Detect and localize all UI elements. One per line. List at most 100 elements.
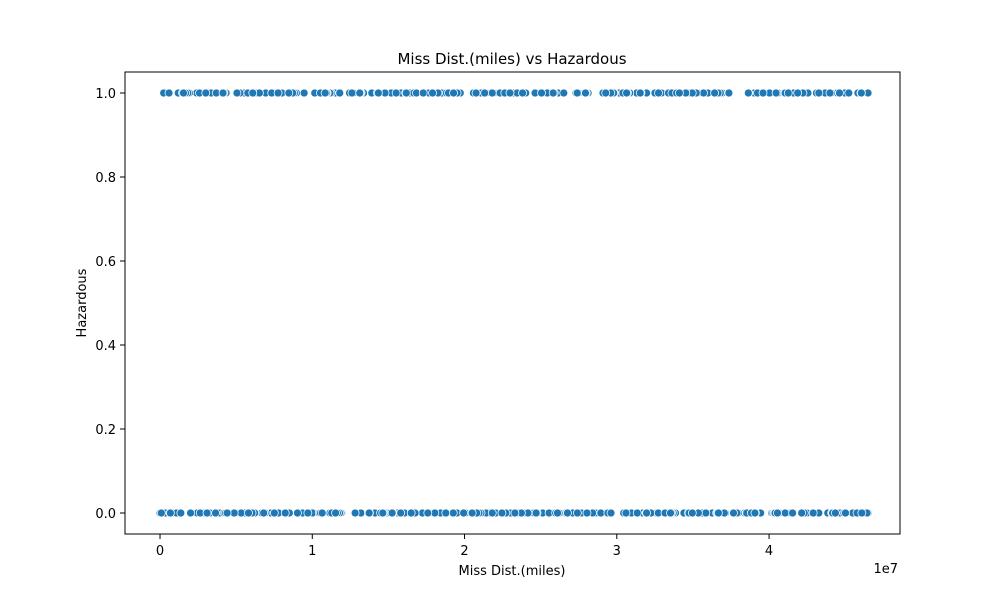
scatter-point [548,88,558,98]
x-tick-label: 3 [613,544,621,559]
scatter-point [563,508,572,518]
scatter-point [601,88,611,98]
scatter-point [831,508,840,518]
scatter-point [699,88,708,98]
scatter-point [606,508,616,518]
scatter-point [582,508,592,518]
scatter-point [783,88,793,98]
scatter-point [350,508,360,518]
x-tick-label: 4 [765,544,773,559]
scatter-point [269,508,279,518]
scatter-point [808,508,818,518]
scatter-point [201,88,211,98]
scatter-point [773,508,782,518]
scatter-point [373,88,383,98]
scatter-point [814,88,824,98]
scatter-point [441,508,451,518]
scatter-point [687,508,697,518]
scatter-point [841,508,850,518]
scatter-point [364,508,374,518]
scatter-point [793,88,803,98]
y-axis: 0.0 0.2 0.4 0.6 0.8 1.0 [95,87,125,522]
scatter-point [642,508,651,518]
scatter-point [480,88,490,98]
scatter-point [581,88,590,98]
scatter-point [299,88,309,98]
scatter-point [635,88,645,98]
scatter-point [423,508,433,518]
y-tick-label: 0.2 [95,423,116,438]
scatter-point [259,508,269,518]
scatter-point [280,508,290,518]
scatter-point [621,508,631,518]
x-scale-offset-label: 1e7 [873,562,898,577]
x-axis: 0 1 2 3 4 [156,534,773,559]
scatter-point [714,508,723,518]
scatter-point [844,88,854,98]
scatter-point [378,508,388,518]
scatter-point [244,508,253,518]
x-tick-label: 1 [308,544,316,559]
scatter-point [729,508,738,518]
scatter-point [273,88,283,98]
scatter-point [428,88,437,98]
scatter-point [487,88,497,98]
plot-area [155,88,873,518]
scatter-point [248,88,258,98]
scatter-point [572,88,582,98]
scatter-point [406,508,416,518]
scatter-point [176,508,186,518]
scatter-point [331,508,340,518]
scatter-point [750,508,760,518]
scatter-point [505,88,515,98]
chart-title: Miss Dist.(miles) vs Hazardous [397,50,626,68]
scatter-point [211,508,220,518]
y-tick-label: 1.0 [95,87,116,102]
scatter-point [448,508,458,518]
scatter-point [335,88,345,98]
scatter-point [724,88,734,98]
scatter-point [396,508,406,518]
scatter-point [165,508,175,518]
scatter-point [156,508,166,518]
scatter-point [675,88,684,98]
plot-frame [124,71,901,535]
scatter-point [622,88,631,98]
scatter-point [449,88,458,98]
scatter-point [743,88,753,98]
y-tick-label: 0.0 [95,507,116,522]
scatter-point [164,88,174,98]
y-tick-label: 0.6 [95,255,116,270]
scatter-point [559,88,569,98]
scatter-point [179,88,188,98]
scatter-point [701,508,711,518]
scatter-point [459,508,469,518]
scatter-point [467,508,477,518]
scatter-point [797,508,807,518]
scatter-point [510,508,520,518]
scatter-point [788,508,797,518]
scatter-point [284,88,294,98]
scatter-point [553,508,562,518]
scatter-point [222,508,232,518]
scatter-point [232,88,242,98]
scatter-point [471,88,481,98]
y-axis-title: Hazardous [75,268,90,337]
scatter-point [531,508,541,518]
scatter-point [632,508,642,518]
scatter-point [835,88,844,98]
scatter-point [825,88,835,98]
scatter-point [780,508,790,518]
scatter-point [666,508,675,518]
scatter-point [387,508,397,518]
scatter-point [758,88,768,98]
scatter-point [497,508,507,518]
y-tick-label: 0.8 [95,171,116,186]
y-tick-label: 0.4 [95,339,116,354]
scatter-point [573,508,582,518]
scatter-point [710,88,720,98]
scatter-point [857,508,867,518]
scatter-point [218,88,228,98]
scatter-point [347,88,357,98]
